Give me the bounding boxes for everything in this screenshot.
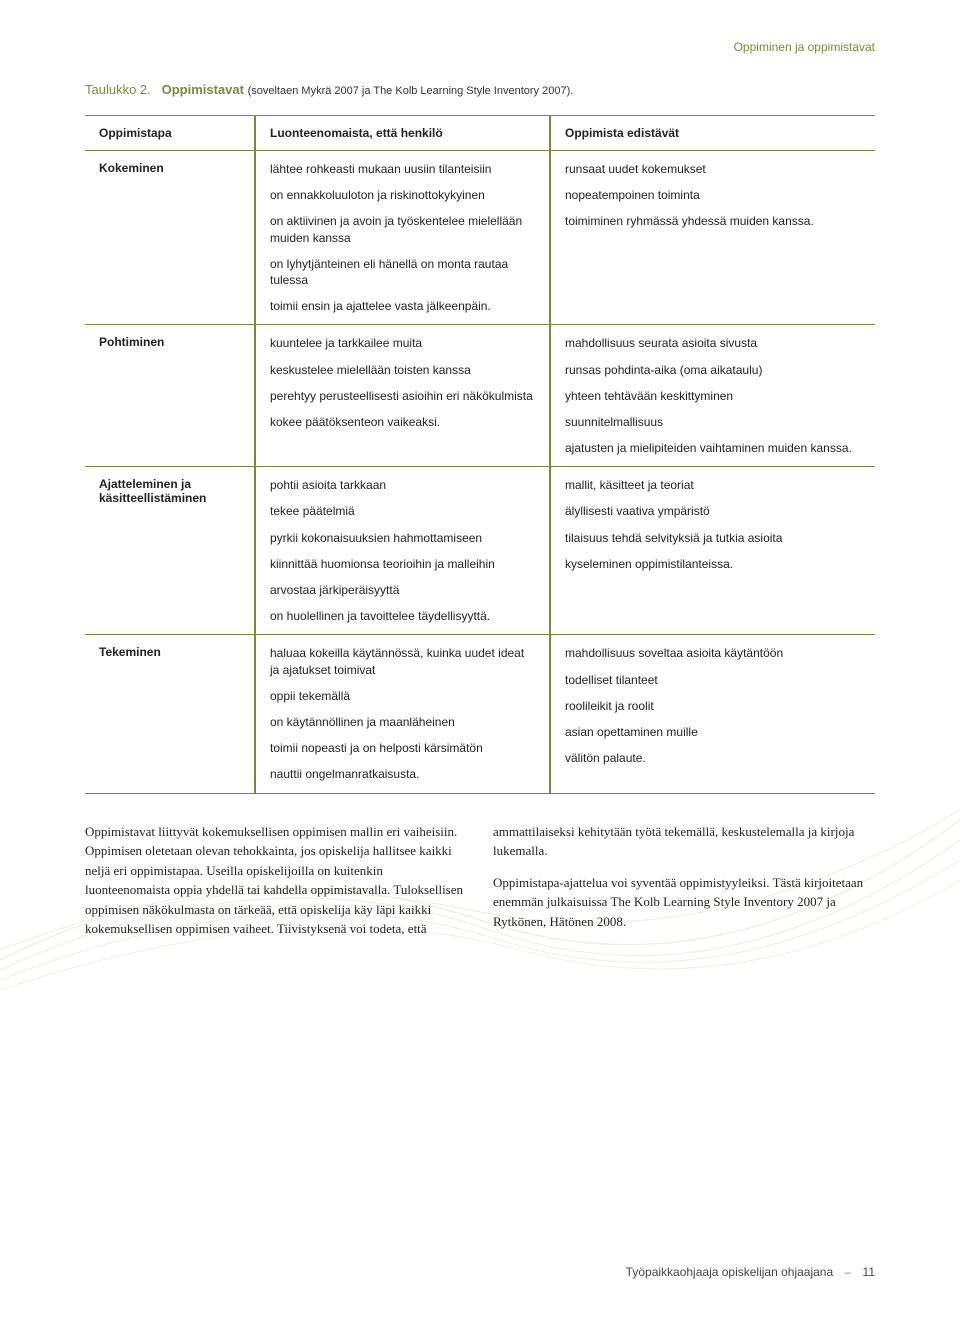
promote-item: mahdollisuus seurata asioita sivusta (565, 335, 861, 351)
caption-label: Taulukko 2. (85, 82, 151, 97)
trait-item: tekee päätelmiä (270, 503, 535, 519)
row-label-ajatteleminen: Ajatteleminen ja käsitteellistäminen (85, 467, 255, 635)
table-caption: Taulukko 2. Oppimistavat (soveltaen Mykr… (85, 82, 875, 97)
promote-item: nopeatempoinen toiminta (565, 187, 861, 203)
body-left-column: Oppimistavat liittyvät kokemuksellisen o… (85, 822, 467, 944)
cell-traits: lähtee rohkeasti mukaan uusiin tilanteis… (255, 151, 550, 325)
trait-item: pohtii asioita tarkkaan (270, 477, 535, 493)
trait-item: kuuntelee ja tarkkailee muita (270, 335, 535, 351)
promote-item: ajatusten ja mielipiteiden vaihtaminen m… (565, 440, 861, 456)
promote-item: yhteen tehtävään keskittyminen (565, 388, 861, 404)
cell-promotes: runsaat uudet kokemukset nopeatempoinen … (550, 151, 875, 325)
trait-item: oppii tekemällä (270, 688, 535, 704)
trait-item: on ennakkoluuloton ja riskinottokykyinen (270, 187, 535, 203)
body-text-columns: Oppimistavat liittyvät kokemuksellisen o… (85, 822, 875, 944)
cell-traits: haluaa kokeilla käytännössä, kuinka uude… (255, 635, 550, 793)
trait-item: perehtyy perusteellisesti asioihin eri n… (270, 388, 535, 404)
trait-item: on aktiivinen ja avoin ja työskentelee m… (270, 213, 535, 245)
promote-item: todelliset tilanteet (565, 672, 861, 688)
body-paragraph: Oppimistapa-ajattelua voi syventää oppim… (493, 873, 875, 932)
row-label-pohtiminen: Pohtiminen (85, 325, 255, 467)
learning-styles-table: Oppimistapa Luonteenomaista, että henkil… (85, 115, 875, 794)
trait-item: lähtee rohkeasti mukaan uusiin tilanteis… (270, 161, 535, 177)
promote-item: suunnitelmallisuus (565, 414, 861, 430)
footer-separator: – (845, 1265, 852, 1279)
page-footer: Työpaikkaohjaaja opiskelijan ohjaajana –… (626, 1265, 875, 1279)
caption-title: Oppimistavat (162, 82, 244, 97)
trait-item: pyrkii kokonaisuuksien hahmottamiseen (270, 530, 535, 546)
table-header-row: Oppimistapa Luonteenomaista, että henkil… (85, 116, 875, 151)
trait-item: nauttii ongelmanratkaisusta. (270, 766, 535, 782)
body-paragraph: ammattilaiseksi kehitytään työtä tekemäl… (493, 822, 875, 861)
promote-item: mahdollisuus soveltaa asioita käytäntöön (565, 645, 861, 661)
promote-item: roolileikit ja roolit (565, 698, 861, 714)
cell-promotes: mahdollisuus soveltaa asioita käytäntöön… (550, 635, 875, 793)
column-header-promotes: Oppimista edistävät (550, 116, 875, 151)
promote-item: runsaat uudet kokemukset (565, 161, 861, 177)
table-row: Pohtiminen kuuntelee ja tarkkailee muita… (85, 325, 875, 467)
table-bottom-border (85, 793, 875, 794)
trait-item: on käytännöllinen ja maanläheinen (270, 714, 535, 730)
trait-item: arvostaa järkiperäisyyttä (270, 582, 535, 598)
trait-item: haluaa kokeilla käytännössä, kuinka uude… (270, 645, 535, 677)
row-label-tekeminen: Tekeminen (85, 635, 255, 793)
cell-promotes: mahdollisuus seurata asioita sivusta run… (550, 325, 875, 467)
running-header: Oppiminen ja oppimistavat (85, 40, 875, 54)
column-header-style: Oppimistapa (85, 116, 255, 151)
table-row: Ajatteleminen ja käsitteellistäminen poh… (85, 467, 875, 635)
trait-item: kiinnittää huomionsa teorioihin ja malle… (270, 556, 535, 572)
promote-item: välitön palaute. (565, 750, 861, 766)
trait-item: toimii ensin ja ajattelee vasta jälkeenp… (270, 298, 535, 314)
cell-traits: pohtii asioita tarkkaan tekee päätelmiä … (255, 467, 550, 635)
column-header-traits: Luonteenomaista, että henkilö (255, 116, 550, 151)
promote-item: asian opettaminen muille (565, 724, 861, 740)
promote-item: älyllisesti vaativa ympäristö (565, 503, 861, 519)
table-row: Tekeminen haluaa kokeilla käytännössä, k… (85, 635, 875, 793)
table-row: Kokeminen lähtee rohkeasti mukaan uusiin… (85, 151, 875, 325)
page-number: 11 (863, 1265, 875, 1279)
cell-promotes: mallit, käsitteet ja teoriat älyllisesti… (550, 467, 875, 635)
trait-item: on lyhytjänteinen eli hänellä on monta r… (270, 256, 535, 288)
promote-item: mallit, käsitteet ja teoriat (565, 477, 861, 493)
promote-item: toimiminen ryhmässä yhdessä muiden kanss… (565, 213, 861, 229)
footer-title: Työpaikkaohjaaja opiskelijan ohjaajana (626, 1265, 833, 1279)
trait-item: keskustelee mielellään toisten kanssa (270, 362, 535, 378)
caption-sub: (soveltaen Mykrä 2007 ja The Kolb Learni… (248, 85, 574, 97)
promote-item: tilaisuus tehdä selvityksiä ja tutkia as… (565, 530, 861, 546)
body-right-column: ammattilaiseksi kehitytään työtä tekemäl… (493, 822, 875, 944)
trait-item: on huolellinen ja tavoittelee täydellisy… (270, 608, 535, 624)
row-label-kokeminen: Kokeminen (85, 151, 255, 325)
promote-item: runsas pohdinta-aika (oma aikataulu) (565, 362, 861, 378)
trait-item: toimii nopeasti ja on helposti kärsimätö… (270, 740, 535, 756)
cell-traits: kuuntelee ja tarkkailee muita keskustele… (255, 325, 550, 467)
promote-item: kyseleminen oppimistilanteissa. (565, 556, 861, 572)
trait-item: kokee päätöksenteon vaikeaksi. (270, 414, 535, 430)
